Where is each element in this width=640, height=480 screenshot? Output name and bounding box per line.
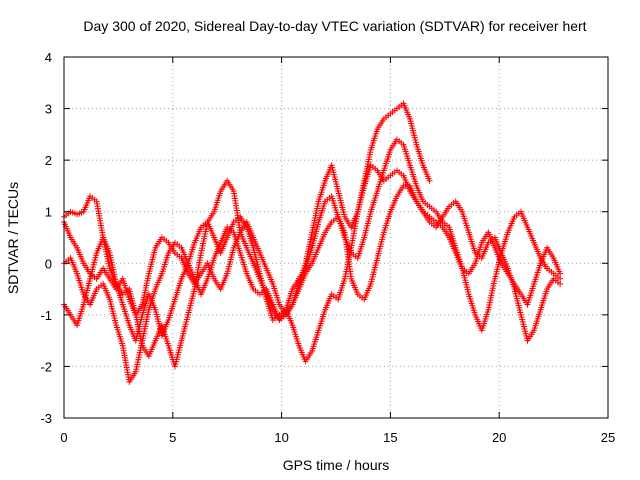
y-tick-label: 1 (45, 205, 52, 220)
x-tick-label: 0 (60, 430, 67, 445)
x-axis-label: GPS time / hours (283, 457, 390, 473)
data-point (557, 270, 564, 277)
y-tick-label: 3 (45, 102, 52, 117)
y-tick-label: -3 (40, 411, 52, 426)
x-tick-label: 20 (492, 430, 506, 445)
data-point (557, 280, 564, 287)
series-track-3 (61, 136, 564, 385)
y-tick-label: 2 (45, 153, 52, 168)
chart-title: Day 300 of 2020, Sidereal Day-to-day VTE… (83, 18, 586, 34)
y-axis-label: SDTVAR / TECUs (5, 182, 21, 294)
x-tick-label: 25 (601, 430, 615, 445)
y-tick-label: -2 (40, 359, 52, 374)
y-tick-label: 0 (45, 256, 52, 271)
y-tick-label: -1 (40, 308, 52, 323)
data-point (557, 275, 564, 282)
data-point (426, 177, 433, 184)
y-tick-label: 4 (45, 50, 52, 65)
plot-frame (63, 56, 609, 419)
x-tick-label: 10 (274, 430, 288, 445)
data-marks (61, 100, 564, 385)
series-track-4 (61, 182, 564, 318)
x-tick-label: 5 (169, 430, 176, 445)
axis-ticks: 0 5 10 15 20 25 -3 -2 -1 0 1 2 3 4 (40, 50, 615, 445)
x-tick-label: 15 (383, 430, 397, 445)
